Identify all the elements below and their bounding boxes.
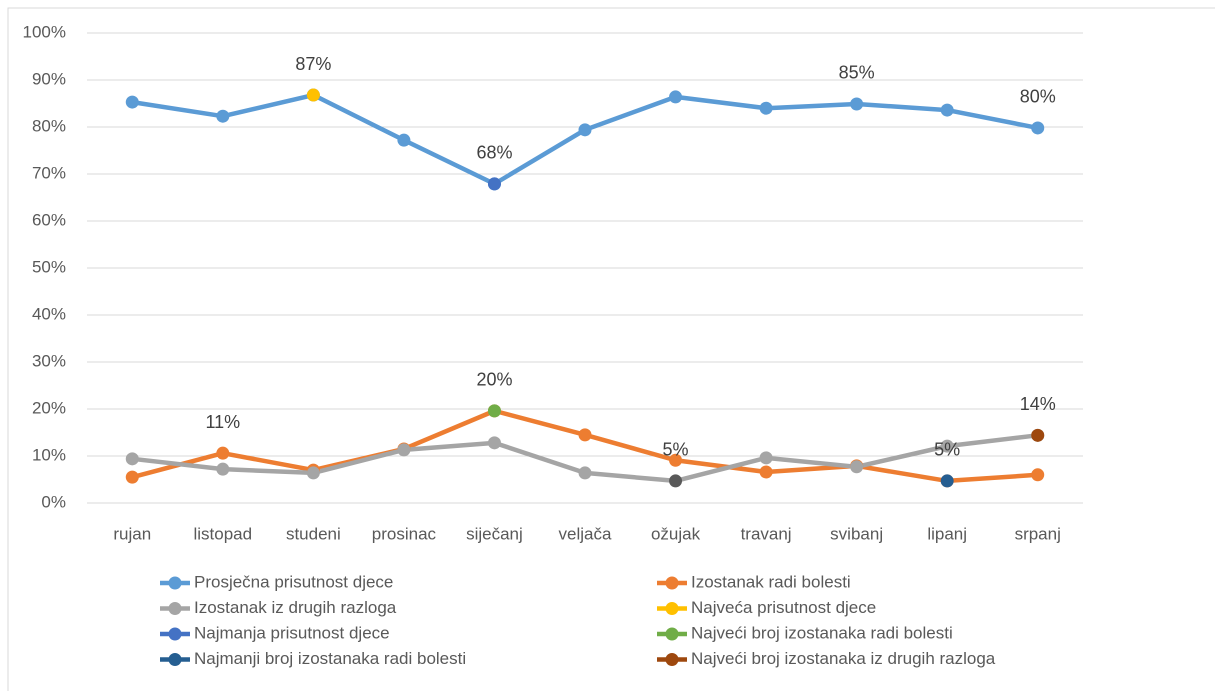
data-label: 80% [1020, 87, 1056, 107]
y-tick-label: 50% [32, 257, 66, 276]
data-point [578, 428, 592, 442]
data-point [1031, 428, 1045, 442]
chart-border [7, 7, 1215, 691]
legend-label: Najveći broj izostanaka radi bolesti [691, 623, 953, 642]
data-point [940, 439, 954, 453]
y-tick-label: 10% [32, 445, 66, 464]
data-label: 5% [663, 440, 689, 460]
legend-marker [665, 653, 679, 666]
data-point [306, 88, 320, 102]
data-point [759, 465, 773, 479]
x-tick-label: listopad [194, 524, 253, 543]
data-point [578, 466, 592, 480]
x-tick-label: lipanj [927, 524, 967, 543]
x-tick-label: studeni [286, 524, 341, 543]
legend-marker [665, 576, 679, 590]
data-point [850, 460, 864, 474]
y-tick-label: 70% [32, 163, 66, 182]
data-point [125, 470, 139, 484]
data-point [216, 109, 230, 123]
x-tick-label: srpanj [1015, 524, 1061, 543]
legend-label: Najmanji broj izostanaka radi bolesti [194, 649, 466, 668]
x-tick-label: siječanj [466, 524, 523, 543]
legend-marker [168, 602, 182, 615]
x-tick-label: ožujak [651, 524, 701, 543]
legend-label: Izostanak iz drugih razloga [194, 598, 397, 617]
data-label: 87% [295, 54, 331, 74]
data-point [487, 436, 501, 450]
legend-marker [665, 627, 679, 641]
x-tick-label: veljača [559, 524, 612, 543]
data-point [759, 451, 773, 465]
data-point [940, 103, 954, 117]
data-label: 14% [1020, 394, 1056, 414]
legend-marker [168, 653, 182, 666]
x-tick-label: travanj [741, 524, 792, 543]
data-point [216, 462, 230, 476]
y-tick-label: 30% [32, 351, 66, 370]
data-point [306, 466, 320, 480]
data-point [578, 123, 592, 137]
legend-marker [168, 576, 182, 590]
y-tick-label: 60% [32, 210, 66, 229]
legend-label: Najmanja prisutnost djece [194, 623, 390, 642]
y-tick-label: 40% [32, 304, 66, 323]
data-point [669, 90, 683, 104]
legend-marker [168, 627, 182, 641]
data-point [759, 101, 773, 115]
data-point [669, 474, 683, 488]
data-point [1031, 468, 1045, 482]
y-tick-label: 20% [32, 398, 66, 417]
data-label: 11% [205, 412, 240, 432]
series-line [131, 92, 1039, 187]
data-point [487, 177, 501, 191]
y-tick-label: 80% [32, 116, 66, 135]
legend-label: Najveća prisutnost djece [691, 598, 876, 617]
x-tick-label: svibanj [830, 524, 883, 543]
x-tick-label: prosinac [372, 524, 437, 543]
data-point [850, 97, 864, 111]
y-tick-label: 100% [23, 22, 66, 41]
data-label: 5% [934, 440, 960, 460]
data-point [125, 452, 139, 466]
data-point [669, 453, 683, 467]
data-label: 85% [839, 63, 875, 83]
data-point [487, 404, 501, 418]
y-tick-label: 0% [41, 492, 66, 511]
x-tick-label: rujan [113, 524, 151, 543]
y-tick-label: 90% [32, 69, 66, 88]
legend-label: Najveći broj izostanaka iz drugih razlog… [691, 649, 996, 668]
data-point [397, 133, 411, 147]
data-point [397, 443, 411, 457]
data-label: 68% [476, 143, 512, 163]
legend-label: Prosječna prisutnost djece [194, 572, 393, 591]
data-point [216, 446, 230, 460]
legend-marker [665, 602, 679, 615]
data-point [125, 95, 139, 109]
data-label: 20% [476, 370, 512, 390]
data-point [940, 474, 954, 488]
legend-label: Izostanak radi bolesti [691, 572, 851, 591]
data-point [1031, 121, 1045, 135]
